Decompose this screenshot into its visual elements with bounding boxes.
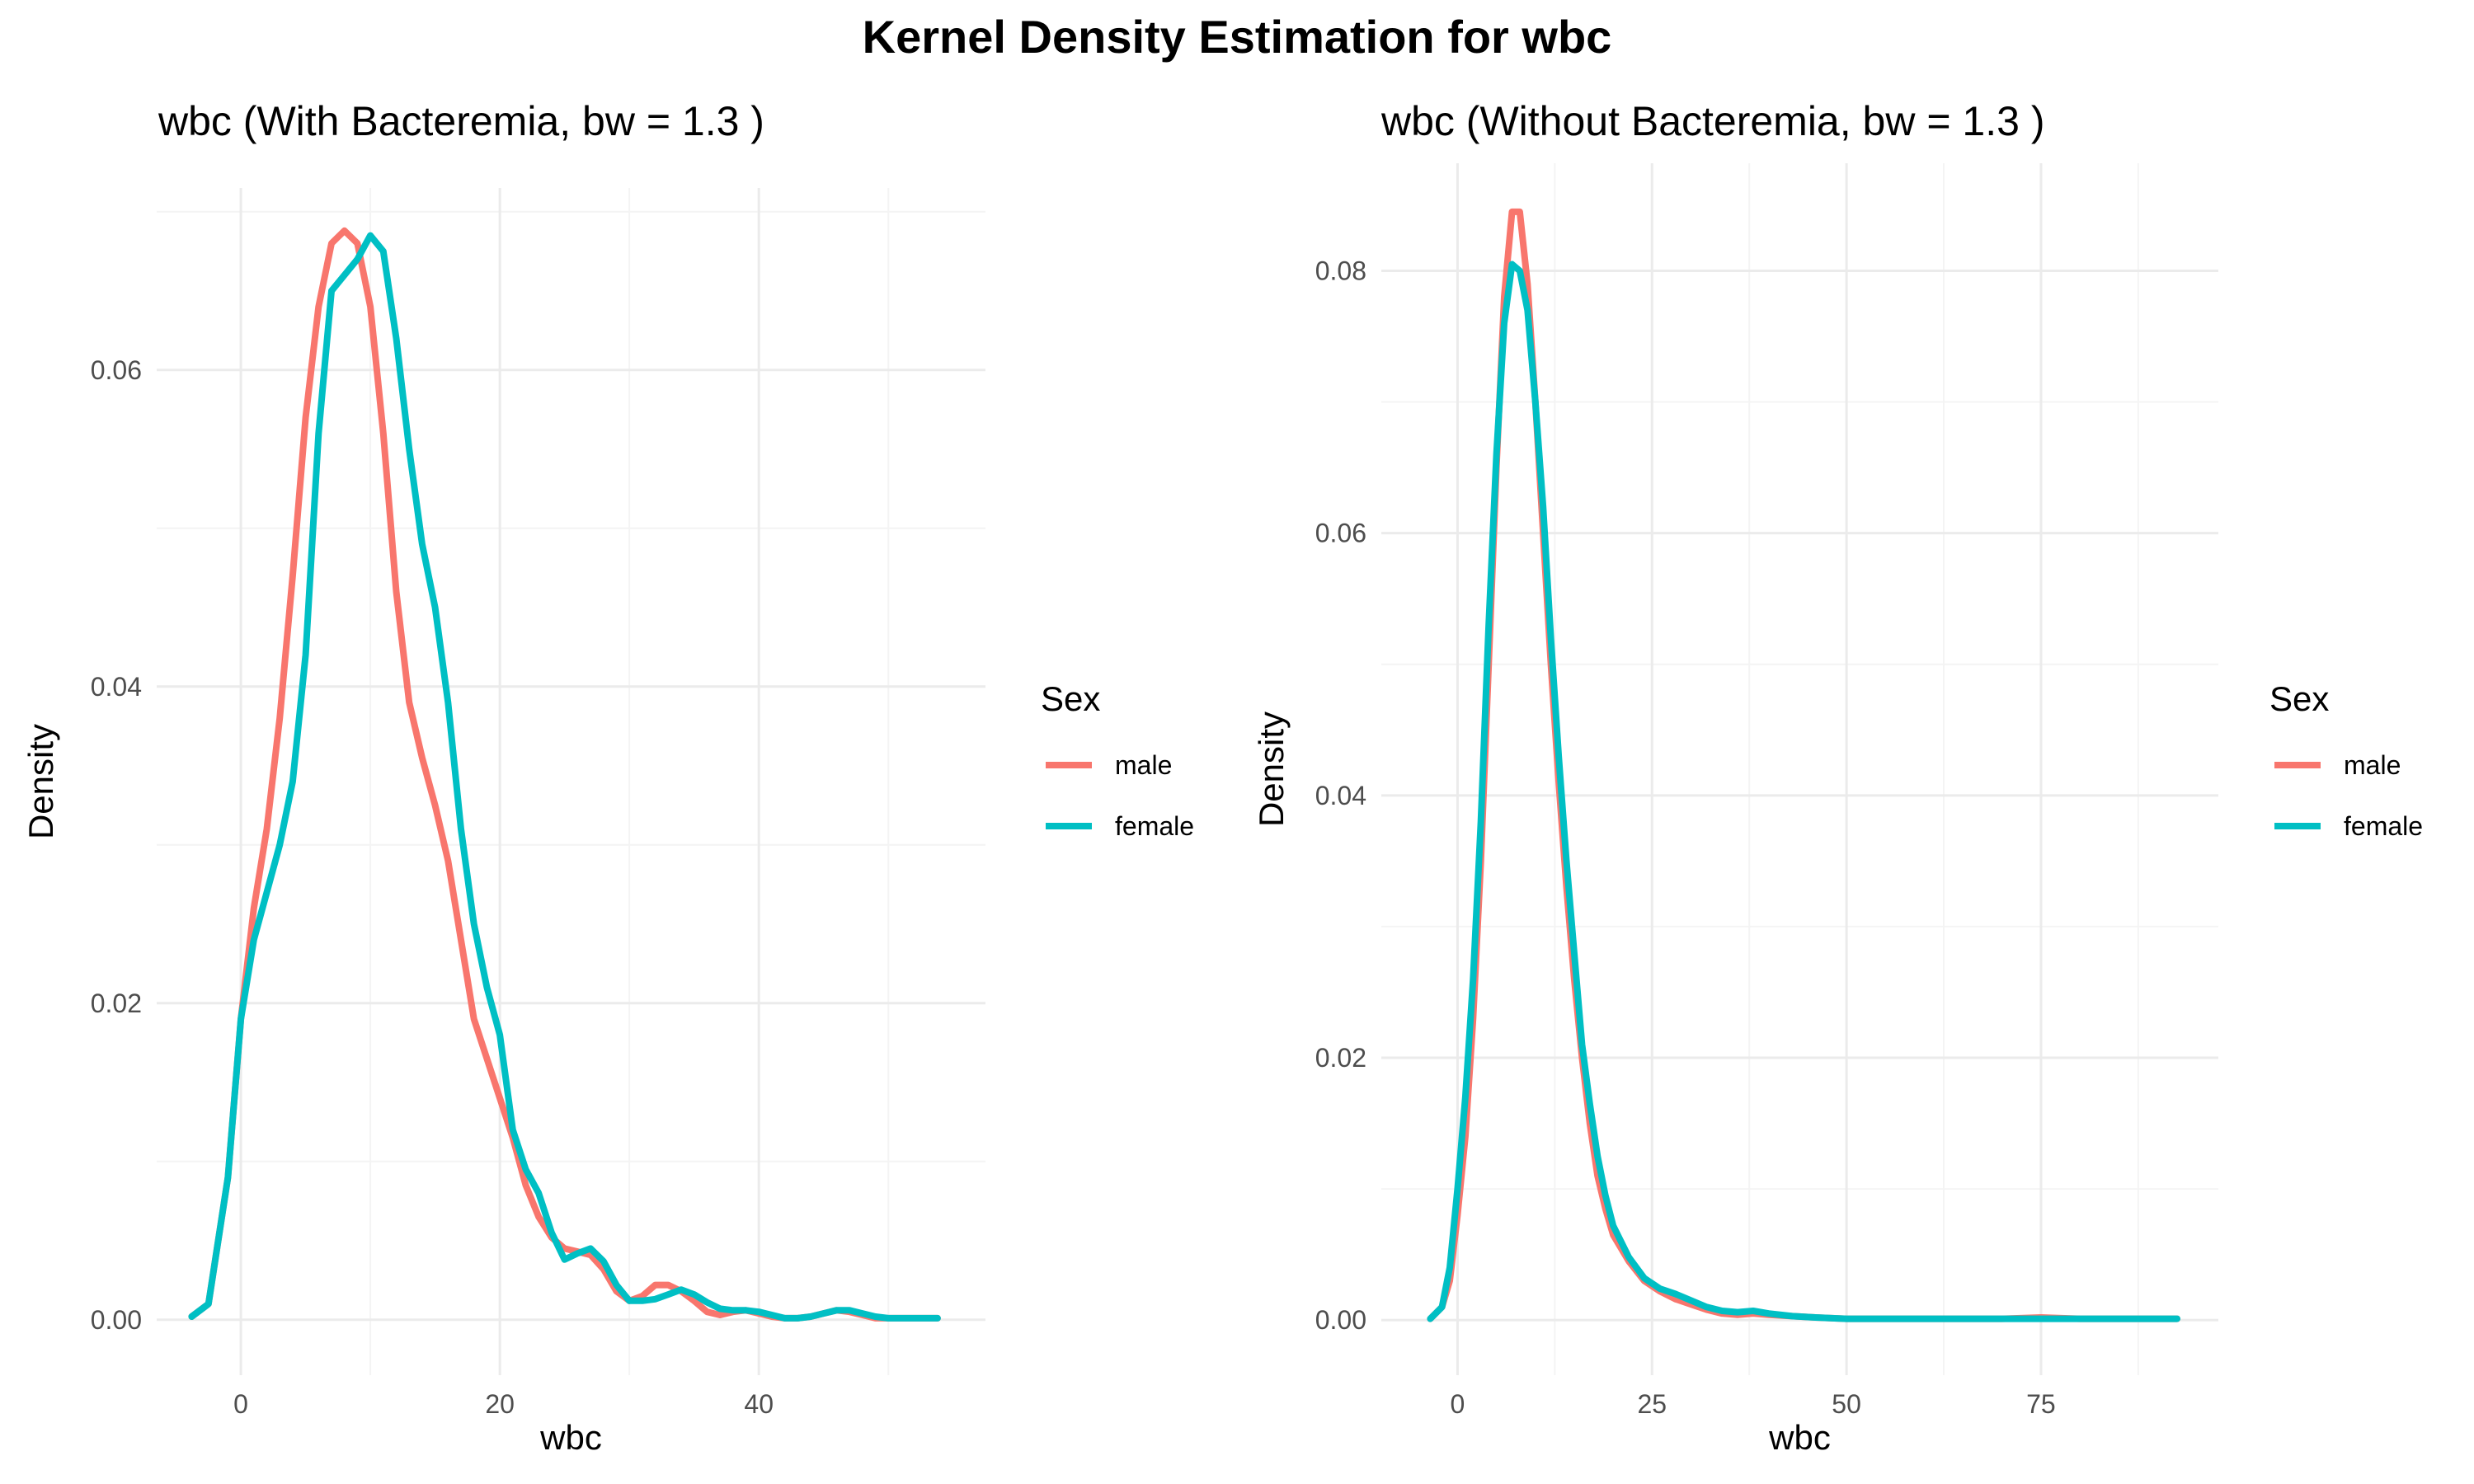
x-tick-label: 75 (2026, 1389, 2056, 1419)
x-tick-label: 20 (485, 1389, 515, 1419)
x-tick-label: 40 (744, 1389, 774, 1419)
y-tick-label: 0.02 (1315, 1043, 1366, 1073)
density-line-female (1427, 261, 2180, 1322)
density-line-female (188, 232, 941, 1322)
x-tick-label: 25 (1637, 1389, 1667, 1419)
density-line-male (1427, 208, 2180, 1322)
panel-title-with-bacteremia: wbc (With Bacteremia, bw = 1.3 ) (158, 98, 764, 144)
panel-title-without-bacteremia: wbc (Without Bacteremia, bw = 1.3 ) (1381, 98, 2045, 144)
y-tick-label: 0.06 (91, 355, 142, 385)
y-tick-label: 0.08 (1315, 256, 1366, 285)
x-axis-title: wbc (1768, 1418, 1831, 1457)
legend-label-male: male (1115, 750, 1172, 780)
y-axis-title: Density (21, 724, 60, 839)
legend-title: Sex (2269, 679, 2329, 718)
x-tick-label: 50 (1832, 1389, 1861, 1419)
legend-title: Sex (1041, 679, 1100, 718)
legend-label-female: female (2344, 811, 2423, 841)
y-tick-label: 0.00 (91, 1305, 142, 1335)
x-tick-label: 0 (233, 1389, 248, 1419)
legend-label-male: male (2344, 750, 2401, 780)
legend-label-female: female (1115, 811, 1194, 841)
y-tick-label: 0.04 (91, 672, 142, 702)
y-tick-label: 0.06 (1315, 519, 1366, 548)
figure-title: Kernel Density Estimation for wbc (862, 11, 1612, 63)
y-tick-label: 0.00 (1315, 1305, 1366, 1335)
density-line-male (188, 227, 941, 1322)
y-tick-label: 0.04 (1315, 781, 1366, 810)
x-axis-title: wbc (539, 1418, 602, 1457)
y-axis-title: Density (1252, 711, 1291, 827)
y-tick-label: 0.02 (91, 989, 142, 1018)
x-tick-label: 0 (1451, 1389, 1465, 1419)
